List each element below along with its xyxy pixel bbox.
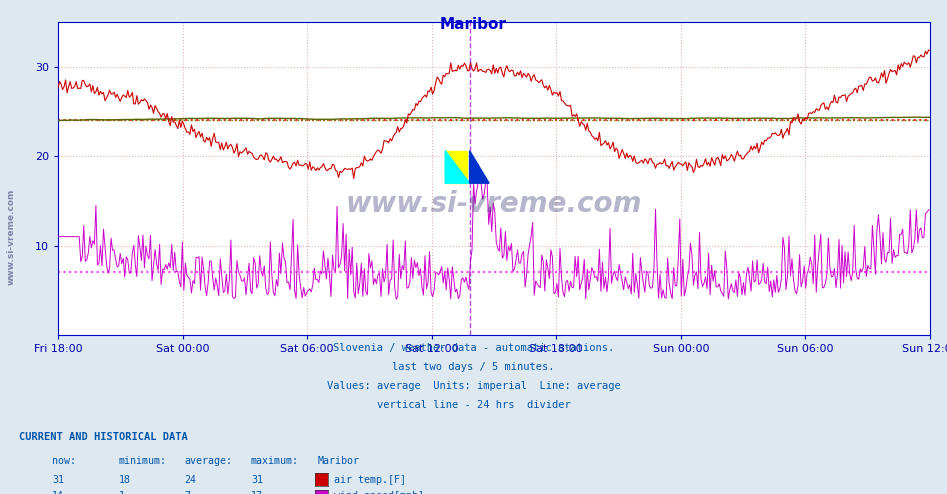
- Text: www.si-vreme.com: www.si-vreme.com: [7, 189, 16, 286]
- Text: www.si-vreme.com: www.si-vreme.com: [346, 190, 642, 217]
- Text: Values: average  Units: imperial  Line: average: Values: average Units: imperial Line: av…: [327, 381, 620, 391]
- Text: now:: now:: [52, 456, 76, 466]
- Text: 31: 31: [52, 475, 64, 485]
- Bar: [445, 151, 467, 183]
- Text: maximum:: maximum:: [251, 456, 299, 466]
- Text: wind speed[mph]: wind speed[mph]: [334, 491, 424, 494]
- Text: air temp.[F]: air temp.[F]: [334, 475, 406, 485]
- Text: 18: 18: [118, 475, 131, 485]
- Text: CURRENT AND HISTORICAL DATA: CURRENT AND HISTORICAL DATA: [19, 432, 188, 442]
- Text: 14: 14: [52, 491, 64, 494]
- Text: 31: 31: [251, 475, 263, 485]
- Text: Maribor: Maribor: [440, 17, 507, 32]
- Text: Slovenia / weather data - automatic stations.: Slovenia / weather data - automatic stat…: [333, 343, 614, 353]
- Text: last two days / 5 minutes.: last two days / 5 minutes.: [392, 362, 555, 372]
- Text: vertical line - 24 hrs  divider: vertical line - 24 hrs divider: [377, 400, 570, 410]
- Polygon shape: [470, 151, 489, 183]
- Text: average:: average:: [185, 456, 233, 466]
- Polygon shape: [445, 151, 470, 183]
- Text: minimum:: minimum:: [118, 456, 167, 466]
- Text: 17: 17: [251, 491, 263, 494]
- Text: 7: 7: [185, 491, 190, 494]
- Text: 24: 24: [185, 475, 197, 485]
- Text: Maribor: Maribor: [317, 456, 359, 466]
- Text: 1: 1: [118, 491, 124, 494]
